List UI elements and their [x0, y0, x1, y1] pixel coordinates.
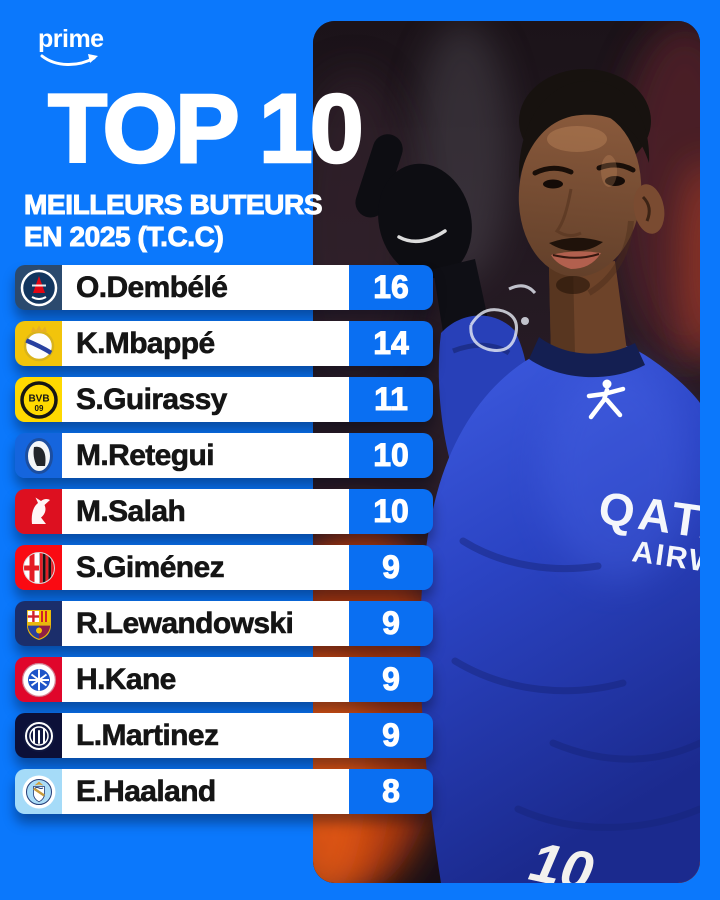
bayern-crest-icon [15, 657, 62, 702]
prime-logo-text: prime [38, 25, 104, 53]
player-name: O.Dembélé [62, 265, 349, 310]
psg-crest-icon [15, 265, 62, 310]
goals-count: 14 [349, 321, 433, 366]
page-title: TOP 10 [47, 74, 365, 183]
player-name: R.Lewandowski [62, 601, 349, 646]
player-name: S.Guirassy [62, 377, 349, 422]
table-row: L.Martinez 9 [15, 713, 433, 758]
player-name: M.Retegui [62, 433, 349, 478]
goals-count: 11 [349, 377, 433, 422]
svg-text:09: 09 [34, 404, 43, 413]
man-city-crest-icon [15, 769, 62, 814]
dortmund-crest-icon: BVB 09 [15, 377, 62, 422]
inter-crest-icon [15, 713, 62, 758]
liverpool-crest-icon [15, 489, 62, 534]
table-row: H.Kane 9 [15, 657, 433, 702]
table-row: M.Retegui 10 [15, 433, 433, 478]
goals-count: 16 [349, 265, 433, 310]
table-row: E.Haaland 8 [15, 769, 433, 814]
table-row: S.Giménez 9 [15, 545, 433, 590]
real-madrid-crest-icon [15, 321, 62, 366]
table-row: K.Mbappé 14 [15, 321, 433, 366]
svg-text:BVB: BVB [28, 393, 49, 404]
goals-count: 10 [349, 433, 433, 478]
jersey-pattern [469, 284, 537, 352]
goals-count: 10 [349, 489, 433, 534]
goals-count: 9 [349, 713, 433, 758]
player-name: S.Giménez [62, 545, 349, 590]
table-row: BVB 09 S.Guirassy 11 [15, 377, 433, 422]
player-name: L.Martinez [62, 713, 349, 758]
subtitle-line2: EN 2025 (T.C.C) [23, 221, 224, 253]
barcelona-crest-icon [15, 601, 62, 646]
page-subtitle: MEILLEURS BUTEURS EN 2025 (T.C.C) [23, 188, 323, 253]
subtitle-line1: MEILLEURS BUTEURS [23, 188, 323, 220]
goals-count: 9 [349, 657, 433, 702]
nike-swoosh-icon [397, 229, 447, 244]
player-name: E.Haaland [62, 769, 349, 814]
prime-smile-icon [40, 54, 98, 66]
player-name: K.Mbappé [62, 321, 349, 366]
atalanta-crest-icon [15, 433, 62, 478]
goals-count: 9 [349, 601, 433, 646]
goals-count: 9 [349, 545, 433, 590]
milan-crest-icon [15, 545, 62, 590]
ranking-table: O.Dembélé 16 K.Mbappé 14 BVB 09 [15, 265, 433, 825]
table-row: R.Lewandowski 9 [15, 601, 433, 646]
jumpman-icon [586, 379, 626, 420]
table-row: O.Dembélé 16 [15, 265, 433, 310]
player-name: H.Kane [62, 657, 349, 702]
table-row: M.Salah 10 [15, 489, 433, 534]
goals-count: 8 [349, 769, 433, 814]
prime-logo: prime [38, 27, 104, 69]
player-face [518, 69, 665, 296]
player-name: M.Salah [62, 489, 349, 534]
